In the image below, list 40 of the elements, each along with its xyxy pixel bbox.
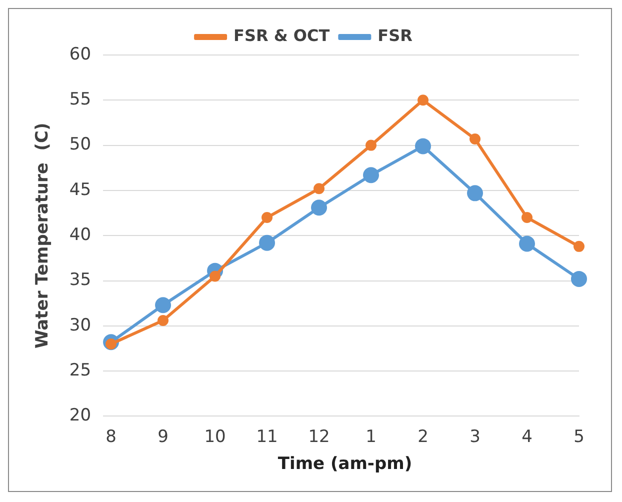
- point: [314, 183, 325, 194]
- point: [262, 212, 273, 224]
- y-axis-title: Water Temperature (C): [32, 122, 53, 348]
- point: [574, 240, 584, 252]
- point: [571, 270, 587, 287]
- x-tick-label: 1: [366, 426, 376, 447]
- x-tick-label: 2: [418, 426, 428, 447]
- point: [519, 236, 536, 252]
- point: [158, 314, 169, 326]
- x-tick-label: 9: [158, 426, 168, 447]
- y-tick-label: 45: [69, 180, 92, 200]
- x-tick-label: 8: [106, 426, 116, 447]
- point: [210, 270, 221, 282]
- y-tick-label: 35: [69, 270, 92, 290]
- point: [470, 133, 481, 144]
- x-axis-title: Time (am-pm): [278, 454, 412, 474]
- point: [366, 140, 377, 151]
- point: [311, 200, 328, 216]
- legend-label: FSR: [378, 26, 412, 46]
- x-tick-label: 11: [256, 426, 278, 447]
- y-tick-label: 30: [69, 315, 92, 336]
- point: [467, 185, 484, 202]
- x-tick-label: 5: [574, 426, 584, 447]
- point: [415, 138, 432, 154]
- y-tick-label: 25: [69, 360, 92, 380]
- point: [363, 167, 380, 184]
- y-tick-label: 55: [69, 90, 92, 110]
- point: [522, 212, 533, 224]
- legend-label: FSR & OCT: [234, 26, 330, 46]
- x-tick-label: 4: [522, 426, 532, 447]
- y-tick-label: 40: [69, 225, 92, 246]
- y-tick-label: 20: [69, 406, 92, 426]
- point: [418, 94, 429, 106]
- x-tick-label: 10: [204, 426, 226, 447]
- x-tick-label: 3: [470, 426, 480, 447]
- point: [259, 234, 276, 251]
- point: [155, 297, 172, 314]
- x-tick-label: 12: [308, 426, 330, 447]
- y-tick-label: 60: [69, 44, 92, 64]
- y-tick-label: 50: [69, 134, 92, 155]
